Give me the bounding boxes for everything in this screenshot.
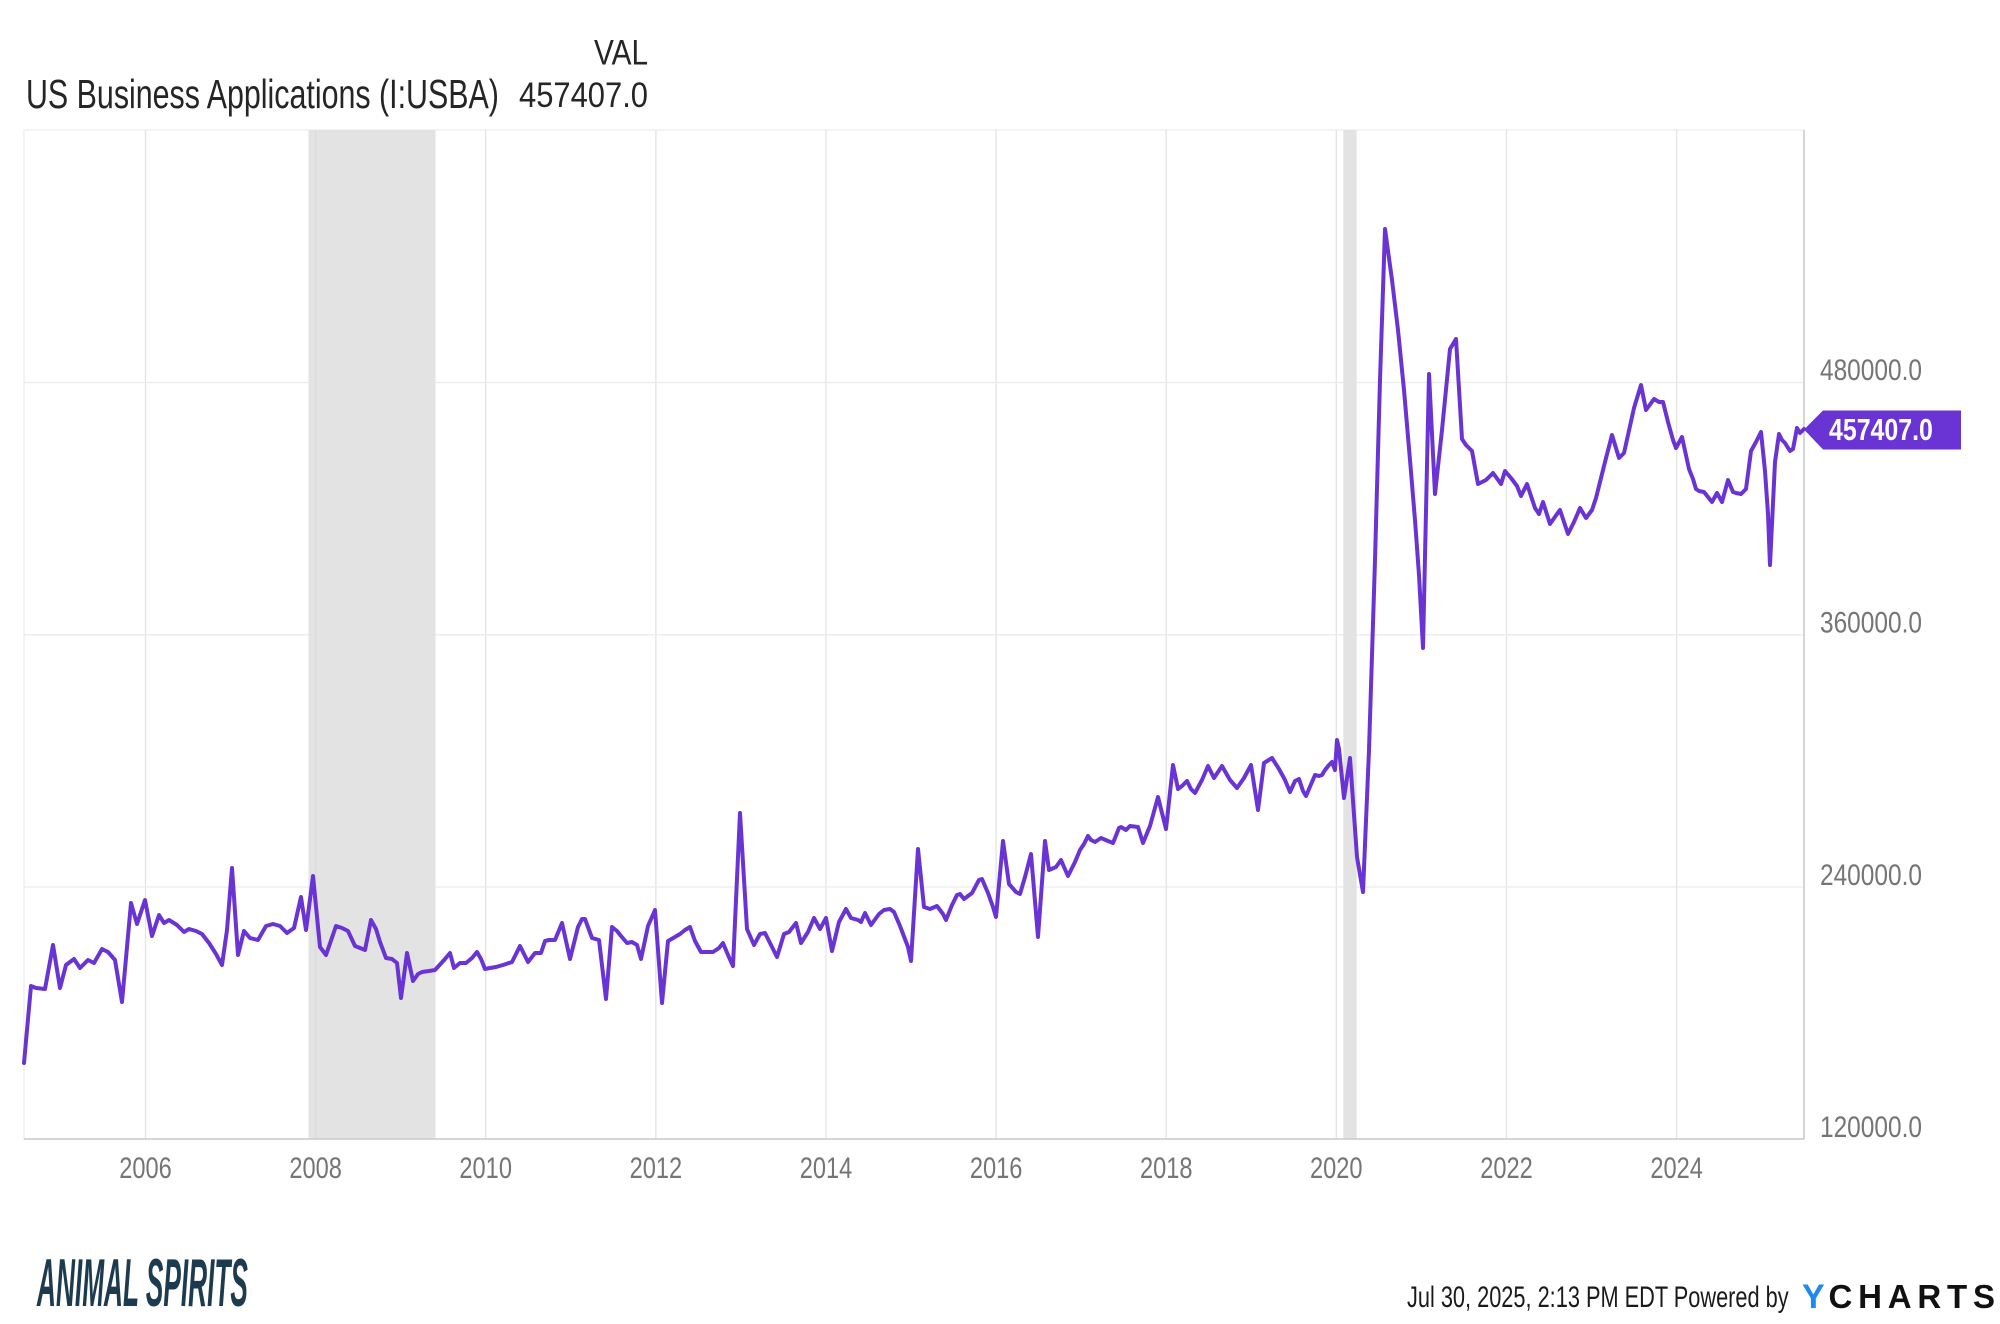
- svg-text:457407.0: 457407.0: [1829, 412, 1933, 446]
- svg-text:120000.0: 120000.0: [1820, 1110, 1922, 1144]
- svg-text:2012: 2012: [630, 1151, 683, 1184]
- svg-text:ANIMAL SPIRITS: ANIMAL SPIRITS: [36, 1244, 248, 1321]
- svg-text:2008: 2008: [289, 1151, 342, 1184]
- svg-text:2022: 2022: [1480, 1151, 1533, 1184]
- svg-text:VAL: VAL: [594, 33, 648, 72]
- svg-text:Jul 30, 2025, 2:13 PM EDT Powe: Jul 30, 2025, 2:13 PM EDT Powered by: [1407, 1280, 1789, 1314]
- svg-text:480000.0: 480000.0: [1820, 353, 1922, 387]
- svg-text:2020: 2020: [1310, 1151, 1363, 1184]
- svg-text:2016: 2016: [970, 1151, 1023, 1184]
- svg-text:2024: 2024: [1650, 1151, 1703, 1184]
- svg-text:2006: 2006: [119, 1151, 172, 1184]
- svg-text:2014: 2014: [800, 1151, 853, 1184]
- svg-text:Y: Y: [1802, 1278, 1825, 1316]
- svg-text:360000.0: 360000.0: [1820, 605, 1922, 639]
- svg-text:2018: 2018: [1140, 1151, 1193, 1184]
- svg-text:US Business Applications (I:US: US Business Applications (I:USBA): [26, 71, 499, 118]
- svg-text:CHARTS: CHARTS: [1829, 1278, 2000, 1315]
- svg-text:240000.0: 240000.0: [1820, 857, 1922, 891]
- svg-text:2010: 2010: [459, 1151, 512, 1184]
- svg-text:457407.0: 457407.0: [519, 75, 648, 114]
